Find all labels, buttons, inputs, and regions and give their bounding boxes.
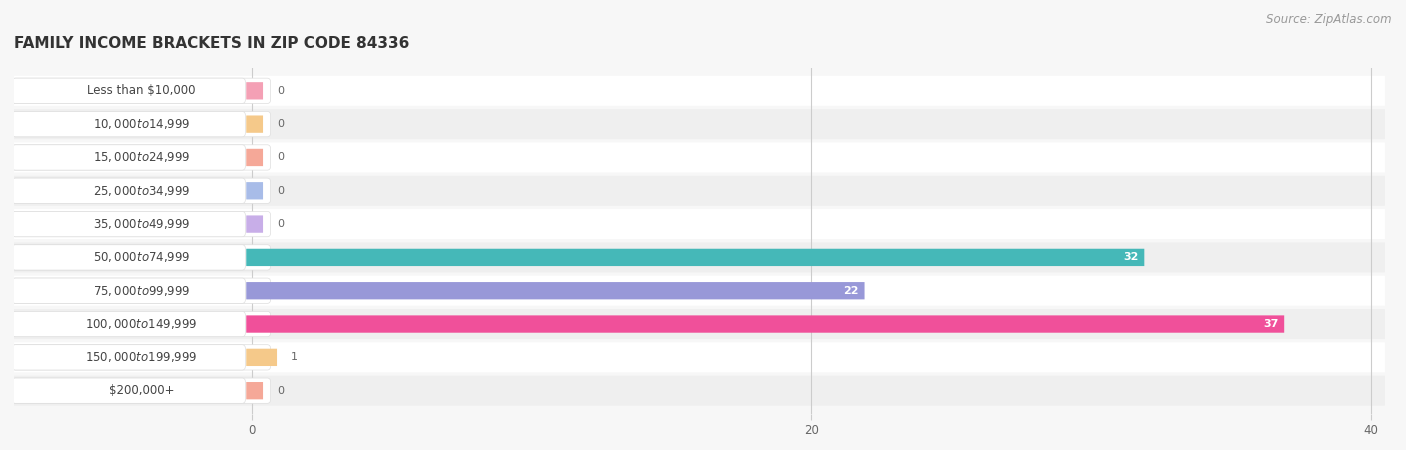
Text: $75,000 to $99,999: $75,000 to $99,999 <box>93 284 190 298</box>
FancyBboxPatch shape <box>13 311 246 337</box>
FancyBboxPatch shape <box>246 382 263 399</box>
FancyBboxPatch shape <box>13 178 270 203</box>
FancyBboxPatch shape <box>14 342 1385 372</box>
Text: $25,000 to $34,999: $25,000 to $34,999 <box>93 184 190 198</box>
FancyBboxPatch shape <box>14 176 1385 206</box>
Text: 0: 0 <box>277 119 284 129</box>
FancyBboxPatch shape <box>14 76 1385 106</box>
Text: FAMILY INCOME BRACKETS IN ZIP CODE 84336: FAMILY INCOME BRACKETS IN ZIP CODE 84336 <box>14 36 409 51</box>
Text: 37: 37 <box>1263 319 1278 329</box>
FancyBboxPatch shape <box>246 216 263 233</box>
Text: $150,000 to $199,999: $150,000 to $199,999 <box>86 351 198 364</box>
FancyBboxPatch shape <box>13 245 270 270</box>
FancyBboxPatch shape <box>14 109 1385 139</box>
FancyBboxPatch shape <box>13 378 270 403</box>
Text: 0: 0 <box>277 86 284 96</box>
Text: $35,000 to $49,999: $35,000 to $49,999 <box>93 217 190 231</box>
FancyBboxPatch shape <box>13 145 246 170</box>
FancyBboxPatch shape <box>13 345 246 370</box>
Text: $15,000 to $24,999: $15,000 to $24,999 <box>93 150 190 164</box>
FancyBboxPatch shape <box>13 378 246 403</box>
FancyBboxPatch shape <box>14 276 1385 306</box>
FancyBboxPatch shape <box>13 112 270 137</box>
FancyBboxPatch shape <box>246 182 263 199</box>
Text: $50,000 to $74,999: $50,000 to $74,999 <box>93 250 190 265</box>
Text: 0: 0 <box>277 219 284 229</box>
FancyBboxPatch shape <box>14 309 1385 339</box>
FancyBboxPatch shape <box>13 212 246 237</box>
FancyBboxPatch shape <box>13 78 246 104</box>
Text: Source: ZipAtlas.com: Source: ZipAtlas.com <box>1267 14 1392 27</box>
FancyBboxPatch shape <box>14 143 1385 172</box>
FancyBboxPatch shape <box>246 249 1144 266</box>
FancyBboxPatch shape <box>13 112 246 137</box>
FancyBboxPatch shape <box>246 149 263 166</box>
FancyBboxPatch shape <box>246 282 865 299</box>
FancyBboxPatch shape <box>13 212 270 237</box>
FancyBboxPatch shape <box>14 209 1385 239</box>
Text: 0: 0 <box>277 186 284 196</box>
Text: $100,000 to $149,999: $100,000 to $149,999 <box>86 317 198 331</box>
Text: 32: 32 <box>1123 252 1139 262</box>
FancyBboxPatch shape <box>13 278 246 303</box>
FancyBboxPatch shape <box>246 315 1284 333</box>
FancyBboxPatch shape <box>13 145 270 170</box>
FancyBboxPatch shape <box>14 243 1385 272</box>
Text: 1: 1 <box>291 352 298 362</box>
Text: 0: 0 <box>277 386 284 396</box>
Text: 0: 0 <box>277 153 284 162</box>
Text: $200,000+: $200,000+ <box>108 384 174 397</box>
FancyBboxPatch shape <box>246 116 263 133</box>
Text: Less than $10,000: Less than $10,000 <box>87 84 195 97</box>
FancyBboxPatch shape <box>13 178 246 203</box>
Text: $10,000 to $14,999: $10,000 to $14,999 <box>93 117 190 131</box>
Text: 22: 22 <box>844 286 859 296</box>
FancyBboxPatch shape <box>13 278 270 303</box>
FancyBboxPatch shape <box>13 245 246 270</box>
FancyBboxPatch shape <box>246 82 263 99</box>
FancyBboxPatch shape <box>14 376 1385 405</box>
FancyBboxPatch shape <box>246 349 277 366</box>
FancyBboxPatch shape <box>13 311 270 337</box>
FancyBboxPatch shape <box>13 78 270 104</box>
FancyBboxPatch shape <box>13 345 270 370</box>
